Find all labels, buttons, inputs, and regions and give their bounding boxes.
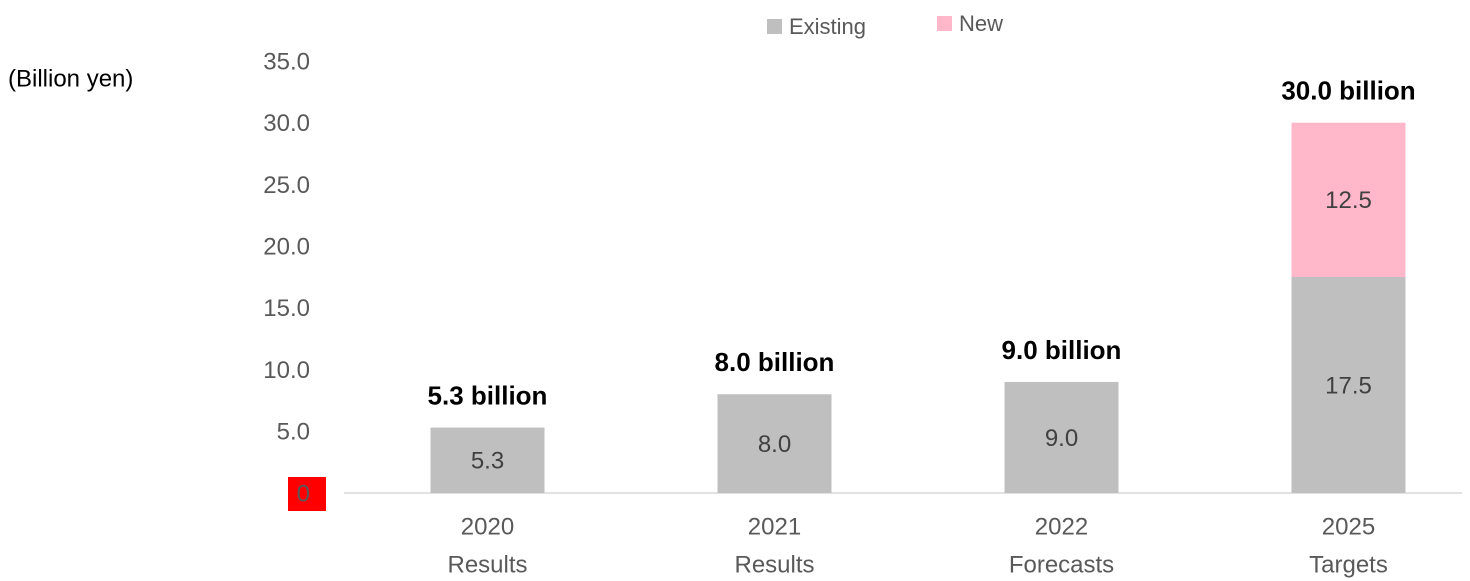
x-tick-label: 2020 (461, 513, 514, 540)
x-tick-label: 2025 (1322, 513, 1375, 540)
total-label: 9.0 billion (1002, 335, 1122, 365)
bar-segment (1004, 381, 1119, 493)
legend-swatch (937, 16, 952, 31)
bar-segment (1291, 277, 1406, 493)
total-label: 5.3 billion (428, 380, 548, 410)
x-tick-label: 2022 (1035, 513, 1088, 540)
bar-segment (717, 394, 832, 493)
legend-swatch (767, 19, 782, 34)
tick-highlight (288, 477, 326, 511)
legend-label: Existing (789, 14, 866, 39)
legend-label: New (959, 11, 1003, 36)
x-tick-label: Results (447, 551, 527, 578)
value-label: 9.0 (1045, 425, 1078, 452)
value-label: 5.3 (471, 448, 504, 475)
total-label: 8.0 billion (715, 347, 835, 377)
value-label: 8.0 (758, 431, 791, 458)
y-tick-label: 30.0 (263, 110, 310, 137)
y-tick-label: 5.0 (277, 419, 310, 446)
value-label: 12.5 (1325, 187, 1372, 214)
y-tick-label: 0 (297, 480, 310, 507)
y-tick-label: 35.0 (263, 48, 310, 75)
bar-segment (1291, 122, 1406, 277)
x-tick-label: 2021 (748, 513, 801, 540)
x-tick-label: Results (734, 551, 814, 578)
total-label: 30.0 billion (1281, 76, 1415, 106)
y-tick-label: 25.0 (263, 172, 310, 199)
value-label: 17.5 (1325, 372, 1372, 399)
y-tick-label: 15.0 (263, 295, 310, 322)
x-tick-label: Targets (1309, 551, 1388, 578)
y-tick-label: 20.0 (263, 233, 310, 260)
x-tick-label: Forecasts (1009, 551, 1114, 578)
y-tick-label: 10.0 (263, 357, 310, 384)
bar-segment (430, 427, 545, 493)
y-axis-label: (Billion yen) (8, 65, 133, 92)
